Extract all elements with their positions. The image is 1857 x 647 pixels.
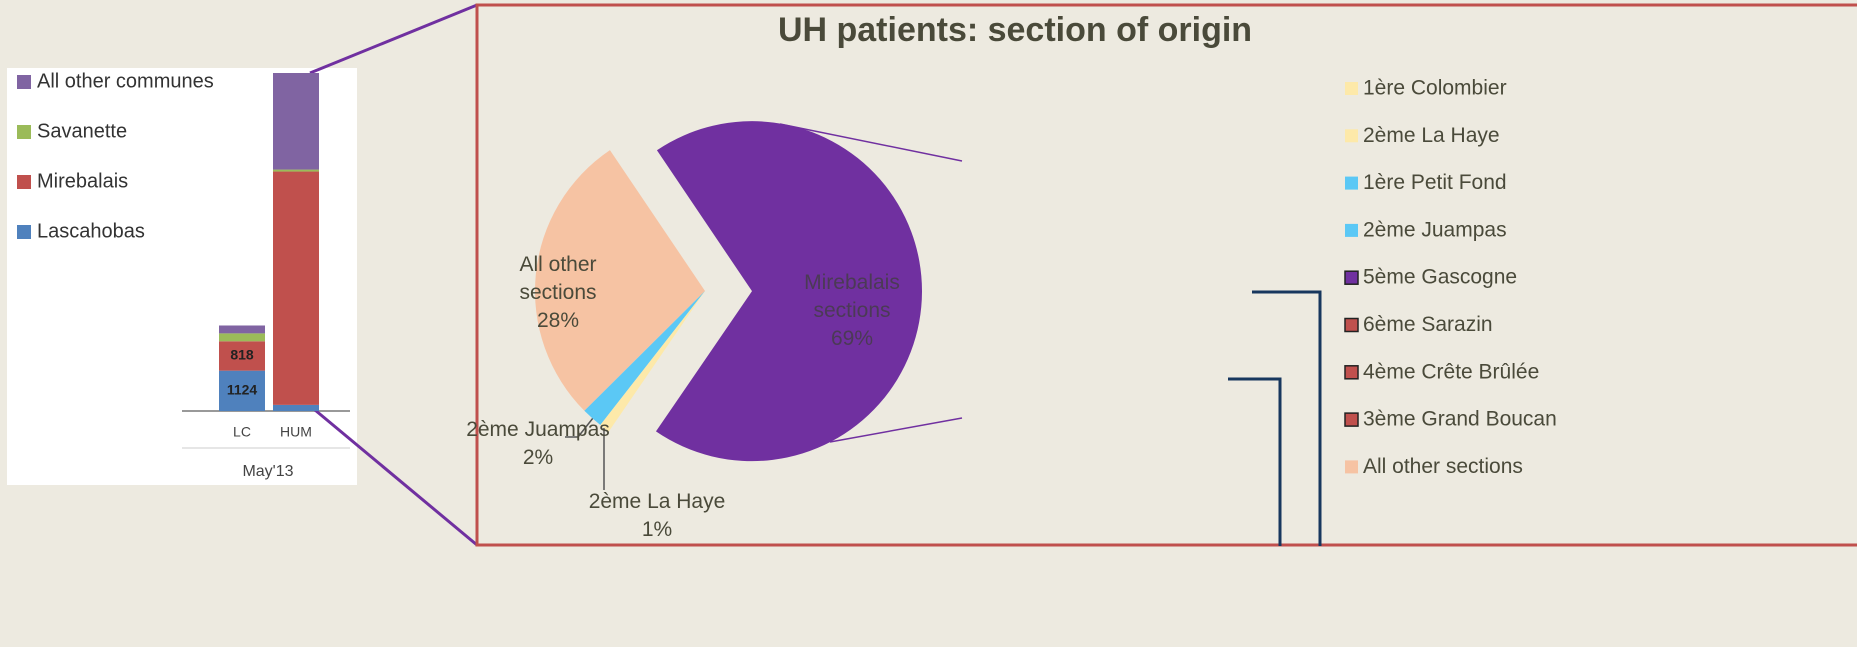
data-label: 2ème Juampas 2% [453,416,623,472]
label-value: 69% [830,327,874,350]
legend-swatch [1345,223,1358,237]
bar-segment [219,333,265,342]
data-label: Mirebalais sections 69% [767,269,937,353]
legend-swatch [1345,176,1358,190]
legend-label: Lascahobas [37,220,145,242]
label-name: 2ème La Haye [588,490,726,513]
leader-line [565,417,594,438]
bracket-line [1252,290,1322,546]
legend-swatch [17,175,31,189]
legend-label: 5ème Gascogne [1363,266,1517,289]
legend-swatch [1344,317,1359,333]
legend-label: 1ère Petit Fond [1363,171,1507,194]
pie-slice [600,291,705,432]
legend-label: Savanette [37,120,127,142]
connector-line [779,123,963,162]
legend-label: 6ème Sarazin [1363,313,1493,336]
pie-slice [535,150,705,411]
bar-segment [219,341,265,371]
legend-swatch [1344,412,1359,427]
bar-segment [273,169,319,172]
bar-segment [219,370,265,411]
data-label: 1124 [227,382,258,398]
legend-swatch [1345,460,1358,474]
label-name: 2ème Juampas [466,418,610,441]
label-value: 1% [641,518,673,541]
legend-label: 4ème Crête Brûlée [1363,360,1539,383]
legend-swatch [1345,82,1358,95]
bar-segment [219,325,265,334]
chart-title: UH patients: section of origin [778,11,1252,49]
bar-segment [273,404,319,411]
legend-swatch [17,125,31,139]
legend-label: Mirebalais [37,170,128,192]
legend-label: All other communes [37,70,214,92]
legend-swatch [17,75,31,89]
data-label: All other sections 28% [503,251,613,335]
group-label: May'13 [242,463,293,480]
legend-swatch [17,225,31,239]
legend-label: 2ème La Haye [1363,124,1500,147]
bracket-line [1228,377,1282,546]
legend-label: 3ème Grand Boucan [1363,408,1557,431]
label-name: All other sections [519,253,597,304]
zoom-line [309,3,478,75]
pie-slice [584,291,705,425]
x-tick-label: LC [233,424,251,440]
bar-segment [273,73,319,170]
label-value: 2% [522,446,554,469]
legend-swatch [1344,365,1359,380]
connector-line [829,417,963,443]
label-value: 28% [536,309,580,332]
pie-slice [655,121,922,462]
label-name: Mirebalais sections [804,271,900,322]
bar-segment [273,171,319,405]
legend-label: 1ère Colombier [1363,77,1507,100]
data-label: 2ème La Haye 1% [572,488,742,544]
frame [475,3,1857,547]
data-label: 818 [230,347,254,363]
legend-label: All other sections [1363,455,1523,478]
legend-label: 2ème Juampas [1363,218,1507,241]
x-tick-label: HUM [280,424,312,440]
legend-swatch [1345,129,1358,143]
legend-swatch [1344,270,1359,285]
zoom-line [314,408,478,547]
